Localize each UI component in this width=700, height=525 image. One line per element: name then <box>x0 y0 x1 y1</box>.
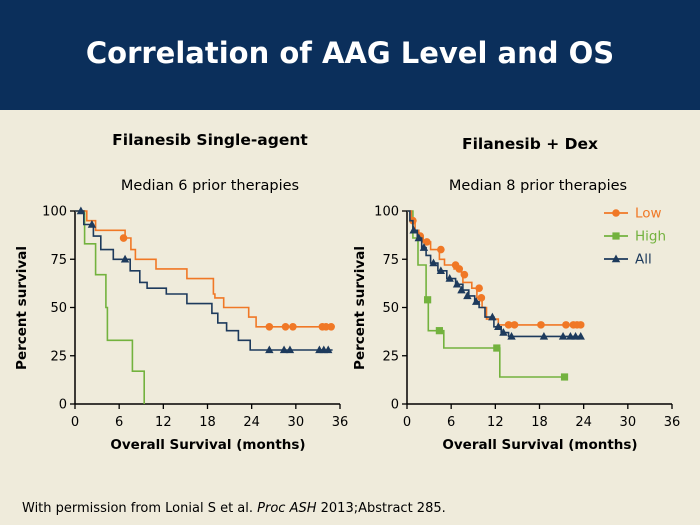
censor-marker-all <box>87 220 97 228</box>
censor-marker-low <box>437 245 445 254</box>
y-tick-label: 100 <box>42 205 67 220</box>
censor-marker-low <box>423 238 431 246</box>
title-bar <box>0 0 700 110</box>
footer-prefix: With permission from Lonial S et al. <box>22 501 258 516</box>
censor-marker-all <box>576 331 585 340</box>
censor-marker-all <box>539 331 549 340</box>
x-axis-title: Overall Survival (months) <box>442 437 637 453</box>
x-tick-label: 18 <box>531 415 548 430</box>
series-line-high <box>75 210 145 404</box>
censor-marker-low <box>510 321 519 329</box>
censor-marker-all <box>120 254 130 263</box>
y-axis-title: Percent survival <box>352 246 368 370</box>
y-tick-label: 25 <box>382 349 399 364</box>
series-line-high <box>407 210 565 378</box>
censor-marker-low <box>562 321 570 329</box>
censor-marker-all <box>409 225 418 234</box>
x-tick-label: 6 <box>447 415 455 430</box>
y-tick-label: 50 <box>382 301 399 316</box>
censor-marker-all <box>436 266 446 275</box>
y-tick-label: 75 <box>382 253 399 268</box>
x-tick-label: 12 <box>487 415 504 430</box>
censor-marker-all <box>445 274 454 282</box>
censor-marker-all <box>285 345 295 354</box>
y-tick-label: 25 <box>50 349 67 364</box>
left-panel-title: Filanesib Single-agent <box>112 131 308 149</box>
legend-label-low: Low <box>635 206 662 222</box>
x-tick-label: 0 <box>403 415 411 430</box>
single-agent-chart: 0 25 50 75 100 0 6 12 18 24 30 36 Percent survival Ov… <box>14 205 348 454</box>
censor-marker-all <box>279 345 289 354</box>
x-tick-label: 24 <box>575 415 592 430</box>
y-tick-label: 0 <box>59 398 67 413</box>
censor-marker-high <box>560 373 569 381</box>
combination-chart: 0 25 50 75 100 0 6 12 18 24 30 36 Percent survival Ov… <box>352 205 680 454</box>
series-line-low <box>407 210 581 326</box>
right-panel-title: Filanesib + Dex <box>461 135 598 153</box>
y-axis-title: Percent survival <box>14 246 30 370</box>
footer-citation: With permission from Lonial S et al. Pro… <box>22 501 446 516</box>
censor-marker-high <box>424 296 432 304</box>
footer-suffix: 2013;Abstract 285. <box>316 501 446 516</box>
censor-marker-low <box>477 294 486 302</box>
x-tick-label: 12 <box>155 415 172 430</box>
censor-marker-low <box>576 321 585 329</box>
legend-marker-high <box>612 232 620 240</box>
x-tick-label: 30 <box>620 415 637 430</box>
y-tick-label: 50 <box>50 301 67 316</box>
legend-label-high: High <box>635 229 666 245</box>
censor-marker-high <box>493 344 501 352</box>
censor-marker-all <box>452 279 462 288</box>
censor-marker-all <box>463 291 472 300</box>
x-tick-label: 6 <box>115 415 123 430</box>
censor-marker-low <box>281 323 290 331</box>
censor-marker-all <box>419 243 429 251</box>
x-axis-title: Overall Survival (months) <box>110 437 305 453</box>
censor-marker-all <box>457 285 466 294</box>
y-tick-label: 75 <box>50 253 67 268</box>
left-panel-subtitle: Median 6 prior therapies <box>120 178 300 194</box>
censor-marker-low <box>475 284 483 293</box>
censor-marker-all <box>414 233 423 242</box>
censor-marker-low <box>460 270 469 279</box>
y-tick-label: 0 <box>391 398 399 413</box>
censor-marker-high <box>435 327 443 335</box>
censor-marker-all <box>558 331 568 340</box>
censor-marker-all <box>507 331 516 340</box>
censor-marker-low <box>119 234 128 242</box>
censor-marker-low <box>504 321 513 329</box>
x-tick-label: 18 <box>199 415 216 430</box>
footer-journal: Proc ASH <box>257 501 317 516</box>
censor-marker-all <box>499 328 508 336</box>
right-panel-subtitle: Median 8 prior therapies <box>448 178 628 194</box>
censor-marker-all <box>76 206 86 215</box>
x-tick-label: 0 <box>71 415 79 430</box>
censor-marker-low <box>265 323 274 331</box>
censor-marker-all <box>471 297 481 305</box>
censor-marker-all <box>324 345 333 354</box>
legend-marker-all <box>611 254 621 263</box>
y-tick-label: 100 <box>374 205 399 220</box>
censor-marker-low <box>289 323 297 331</box>
x-tick-label: 36 <box>332 415 349 430</box>
series-line-low <box>75 210 333 328</box>
censor-marker-all <box>488 312 497 321</box>
censor-marker-all <box>494 322 503 330</box>
censor-marker-low <box>537 321 545 329</box>
censor-marker-all <box>429 258 438 267</box>
censor-marker-low <box>455 265 464 273</box>
x-tick-label: 24 <box>243 415 260 430</box>
legend-marker-low <box>612 209 620 217</box>
slide-title: Correlation of AAG Level and OS <box>85 36 615 70</box>
series-line-all <box>75 210 333 351</box>
censor-marker-all <box>265 345 274 354</box>
x-tick-label: 30 <box>288 415 305 430</box>
legend-label-all: All <box>635 252 652 268</box>
x-tick-label: 36 <box>664 415 681 430</box>
censor-marker-low <box>327 323 335 331</box>
